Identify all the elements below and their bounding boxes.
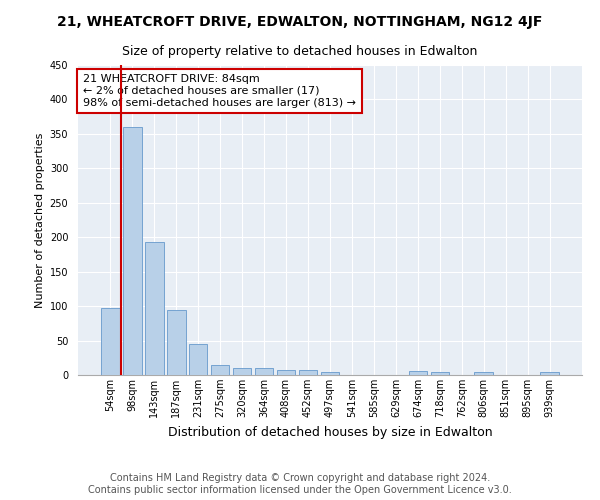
- Bar: [431, 372, 449, 375]
- Y-axis label: Number of detached properties: Number of detached properties: [35, 132, 46, 308]
- X-axis label: Distribution of detached houses by size in Edwalton: Distribution of detached houses by size …: [167, 426, 493, 438]
- Bar: [145, 242, 164, 375]
- Bar: [189, 344, 208, 375]
- Bar: [233, 368, 251, 375]
- Bar: [101, 308, 119, 375]
- Bar: [255, 368, 274, 375]
- Bar: [167, 310, 185, 375]
- Bar: [409, 371, 427, 375]
- Text: 21, WHEATCROFT DRIVE, EDWALTON, NOTTINGHAM, NG12 4JF: 21, WHEATCROFT DRIVE, EDWALTON, NOTTINGH…: [58, 15, 542, 29]
- Bar: [541, 372, 559, 375]
- Bar: [299, 370, 317, 375]
- Text: Contains HM Land Registry data © Crown copyright and database right 2024.
Contai: Contains HM Land Registry data © Crown c…: [88, 474, 512, 495]
- Text: Size of property relative to detached houses in Edwalton: Size of property relative to detached ho…: [122, 45, 478, 58]
- Bar: [475, 372, 493, 375]
- Bar: [277, 370, 295, 375]
- Bar: [320, 372, 340, 375]
- Bar: [123, 127, 142, 375]
- Text: 21 WHEATCROFT DRIVE: 84sqm
← 2% of detached houses are smaller (17)
98% of semi-: 21 WHEATCROFT DRIVE: 84sqm ← 2% of detac…: [83, 74, 356, 108]
- Bar: [211, 364, 229, 375]
